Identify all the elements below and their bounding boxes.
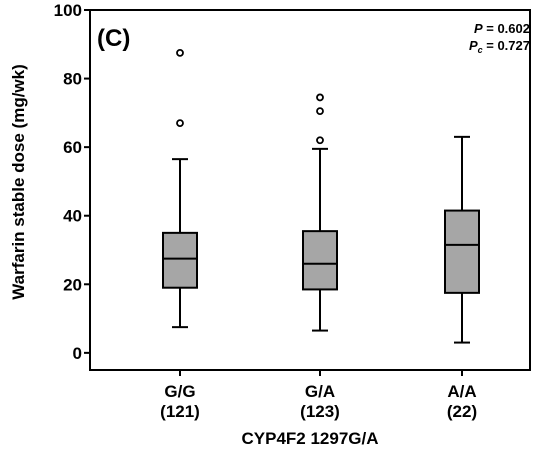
x-category-label: G/A bbox=[305, 382, 335, 401]
y-tick-label: 20 bbox=[63, 275, 82, 294]
x-category-count: (22) bbox=[447, 402, 477, 421]
x-category-label: A/A bbox=[447, 382, 476, 401]
iqr-box bbox=[302, 230, 338, 291]
iqr-box bbox=[444, 209, 480, 294]
box-group bbox=[444, 135, 480, 344]
outlier-point bbox=[176, 48, 184, 57]
box-group bbox=[162, 48, 198, 329]
outlier-point bbox=[316, 107, 324, 116]
pc-subscript: c bbox=[478, 45, 483, 55]
p-value: = 0.602 bbox=[483, 21, 530, 36]
y-tick-label: 40 bbox=[63, 207, 82, 226]
pc-value-annotation: Pc = 0.727 bbox=[469, 38, 530, 55]
x-category-count: (121) bbox=[160, 402, 200, 421]
box-series bbox=[162, 48, 480, 344]
x-axis-title: CYP4F2 1297G/A bbox=[241, 429, 378, 448]
x-axis: G/G(121) G/A(123) A/A(22) bbox=[160, 370, 477, 421]
y-axis: 0 20 40 60 80 100 bbox=[54, 1, 90, 363]
plot-frame bbox=[89, 9, 531, 371]
y-axis-title: Warfarin stable dose (mg/wk) bbox=[9, 64, 28, 300]
outlier-point bbox=[316, 93, 324, 102]
pc-value: = 0.727 bbox=[483, 38, 530, 53]
box-group bbox=[302, 93, 338, 332]
y-tick-label: 0 bbox=[73, 344, 82, 363]
y-tick-label: 60 bbox=[63, 138, 82, 157]
outlier-point bbox=[316, 136, 324, 145]
panel-label: (C) bbox=[97, 25, 130, 52]
iqr-box bbox=[162, 231, 198, 289]
x-category-count: (123) bbox=[300, 402, 340, 421]
y-tick-label: 80 bbox=[63, 70, 82, 89]
y-tick-label: 100 bbox=[54, 1, 82, 20]
outlier-point bbox=[176, 119, 184, 128]
p-value-annotation: P = 0.602 bbox=[474, 21, 530, 36]
pc-label: P bbox=[469, 38, 478, 53]
x-category-label: G/G bbox=[164, 382, 195, 401]
p-label: P bbox=[474, 21, 483, 36]
